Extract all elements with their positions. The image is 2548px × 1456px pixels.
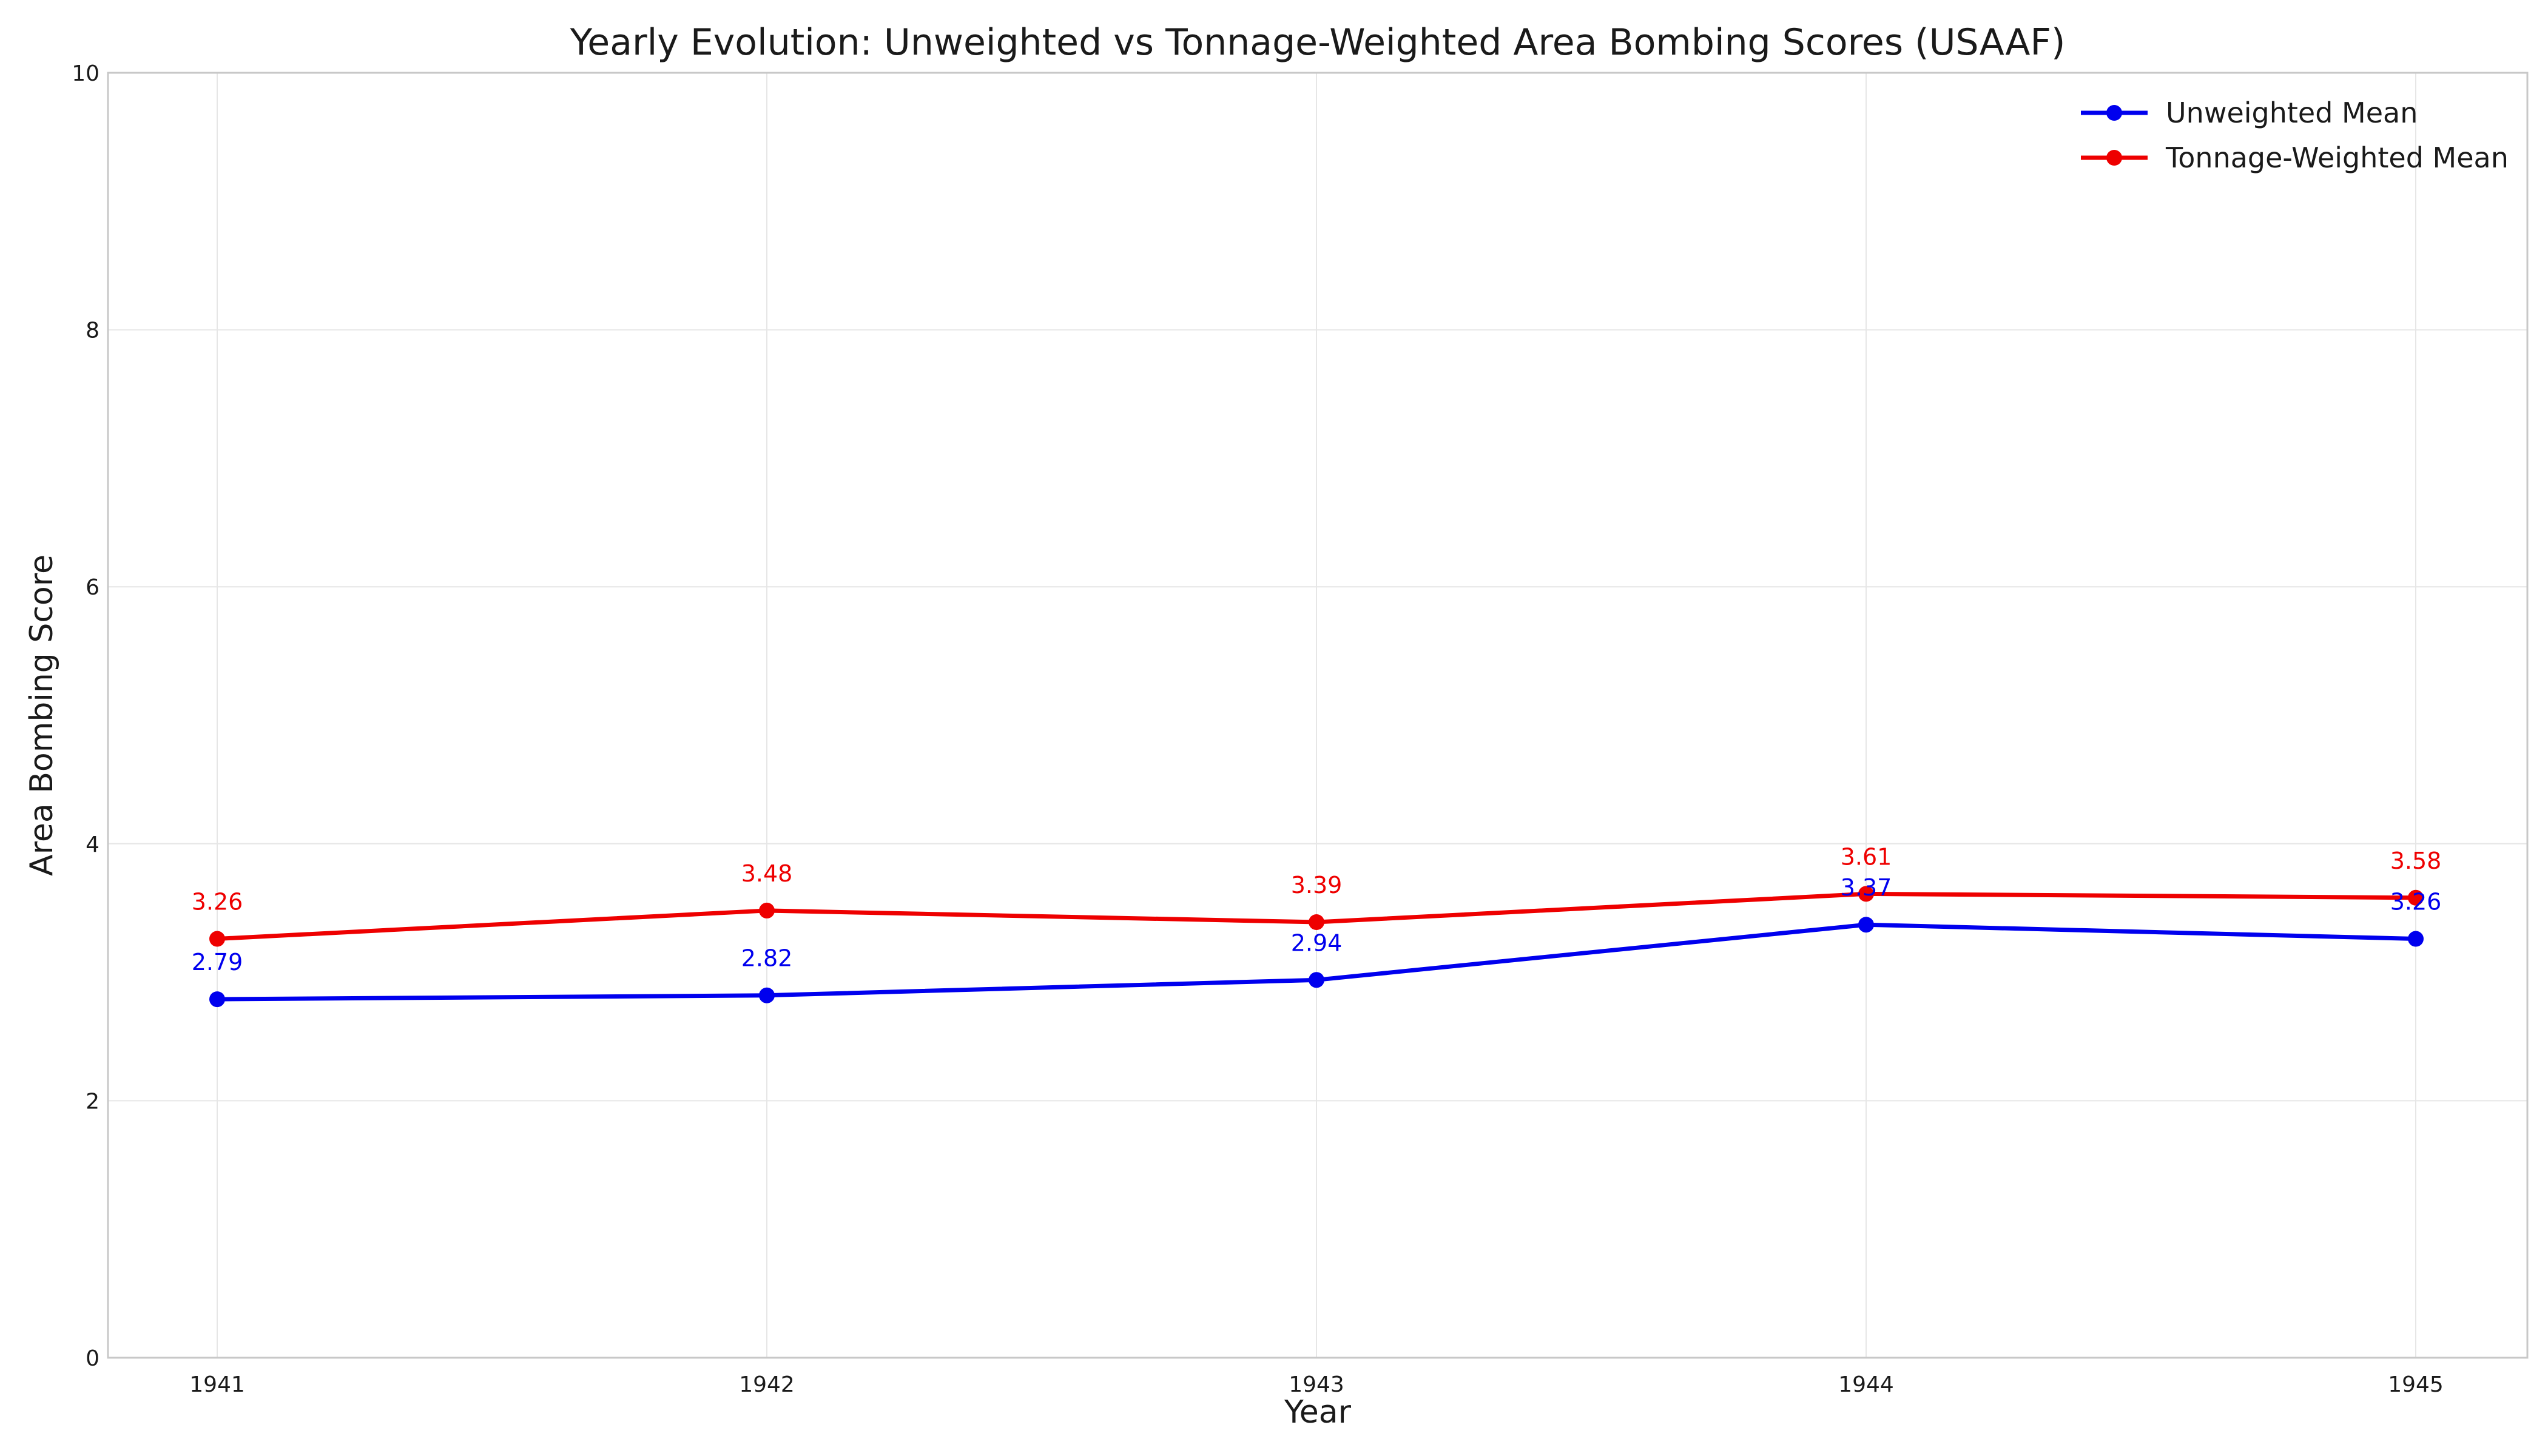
data-label-layer: 2.79 2.82 2.94 3.37 3.26 3.26 3.48 3.39 3.61 3.58 [192,843,2442,976]
data-label: 3.58 [2390,848,2442,874]
x-tick-label: 1941 [189,1372,245,1397]
data-label: 3.26 [192,889,243,915]
legend-label: Tonnage-Weighted Mean [2165,141,2509,174]
data-label: 3.26 [2390,889,2442,915]
data-label: 3.48 [741,860,793,887]
legend-label: Unweighted Mean [2166,96,2418,129]
data-label: 2.79 [192,949,243,976]
y-tick-label: 10 [72,61,99,86]
data-point [1309,914,1324,930]
data-label: 2.82 [741,945,793,972]
x-tick-label: 1945 [2388,1372,2444,1397]
data-point [1309,972,1324,988]
data-point [759,987,775,1003]
data-label: 2.94 [1291,929,1343,956]
data-point [2408,931,2424,947]
y-tick-label: 4 [86,832,99,857]
legend-marker [2106,150,2122,166]
data-point [2408,889,2424,906]
data-point [1858,917,1874,933]
y-axis-label: Area Bombing Score [24,554,60,876]
data-point [1858,886,1874,902]
y-tick-label: 6 [86,575,99,600]
y-tick-label: 8 [86,318,99,343]
data-label: 3.39 [1291,872,1343,898]
grid-layer [108,72,2527,1358]
x-tick-label: 1944 [1838,1372,1894,1397]
data-point [209,931,225,947]
y-tick-label: 0 [86,1346,99,1371]
x-tick-label: 1943 [1289,1372,1344,1397]
data-point [209,991,225,1008]
y-tick-label: 2 [86,1089,99,1114]
series-layer [209,886,2424,1008]
data-label: 3.61 [1841,843,1892,870]
tick-layer: 0 2 4 6 8 10 1941 1942 1943 1944 1945 [72,61,2444,1397]
chart-title: Yearly Evolution: Unweighted vs Tonnage-… [570,21,2066,64]
x-tick-label: 1942 [739,1372,795,1397]
legend: Unweighted Mean Tonnage-Weighted Mean [2081,96,2509,174]
plot-frame [107,72,2529,1359]
data-point [759,902,775,918]
legend-marker [2106,105,2122,121]
x-axis-label: Year [1284,1394,1352,1431]
data-label: 3.37 [1841,874,1892,901]
